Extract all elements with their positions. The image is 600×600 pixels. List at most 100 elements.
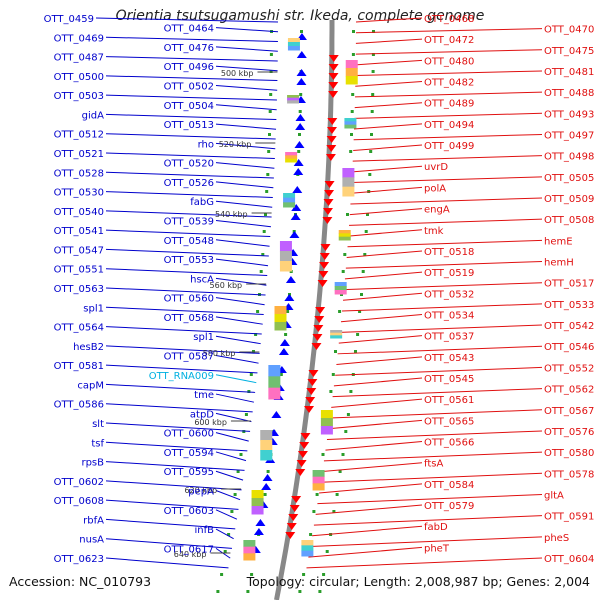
gene-label: OTT_0591 bbox=[544, 512, 594, 523]
track-dot bbox=[261, 253, 265, 256]
track-dot bbox=[329, 390, 333, 393]
leader-line bbox=[339, 324, 543, 333]
leader-line bbox=[333, 377, 423, 387]
leader-line bbox=[338, 335, 423, 344]
gene-label: OTT_0604 bbox=[544, 554, 594, 565]
gene-label: OTT_0520 bbox=[164, 159, 214, 170]
reverse-strand-gene bbox=[271, 411, 282, 418]
leader-line bbox=[310, 536, 543, 547]
feature-segment bbox=[334, 282, 347, 287]
track-dot bbox=[370, 110, 374, 113]
feature-segment bbox=[312, 483, 325, 491]
track-dot bbox=[341, 270, 345, 273]
right-feature-block bbox=[330, 330, 343, 339]
track-dot bbox=[346, 213, 349, 216]
track-dot bbox=[363, 253, 367, 256]
forward-strand-gene bbox=[295, 469, 306, 476]
reverse-strand-gene bbox=[294, 141, 305, 148]
track-dot bbox=[239, 453, 243, 456]
leader-line bbox=[352, 155, 543, 162]
track-dot bbox=[279, 373, 283, 376]
forward-strand-gene bbox=[313, 325, 324, 332]
gene-label: OTT_0608 bbox=[54, 496, 104, 507]
leader-line bbox=[349, 208, 423, 216]
track-dot bbox=[364, 230, 368, 233]
forward-strand-gene bbox=[326, 136, 337, 143]
gene-label: OTT_0518 bbox=[424, 247, 474, 258]
gene-label: hemE bbox=[544, 236, 573, 247]
reverse-strand-gene bbox=[296, 69, 307, 76]
leader-line bbox=[354, 112, 543, 119]
feature-segment bbox=[301, 545, 314, 552]
gene-label: tsf bbox=[91, 438, 104, 449]
gene-label: OTT_0600 bbox=[164, 429, 214, 440]
forward-strand-gene bbox=[315, 307, 326, 314]
track-dot bbox=[266, 470, 270, 473]
forward-strand-gene bbox=[296, 460, 307, 467]
feature-segment bbox=[342, 186, 355, 197]
gene-label: fabD bbox=[424, 522, 448, 533]
leader-line bbox=[319, 483, 423, 494]
leader-line bbox=[337, 345, 543, 355]
gene-label: OTT_0594 bbox=[164, 448, 214, 459]
feature-segment bbox=[320, 410, 333, 419]
leader-line bbox=[331, 398, 423, 408]
forward-strand-gene bbox=[320, 244, 331, 251]
leader-line bbox=[105, 422, 251, 432]
leader-line bbox=[95, 17, 279, 23]
track-dot bbox=[298, 110, 302, 113]
track-dot bbox=[368, 173, 372, 176]
leader-line bbox=[105, 518, 236, 530]
leader-line bbox=[105, 499, 239, 510]
leader-line bbox=[329, 409, 543, 419]
forward-strand-gene bbox=[324, 190, 335, 197]
feature-segment bbox=[287, 100, 300, 104]
tick-label: 640 kbp bbox=[174, 550, 207, 559]
tick-label: 500 kbp bbox=[221, 69, 254, 78]
forward-strand-gene bbox=[299, 442, 310, 449]
track-dot bbox=[338, 310, 342, 313]
track-dot bbox=[298, 590, 302, 593]
left-feature-block bbox=[260, 430, 273, 461]
leader-line bbox=[336, 356, 423, 366]
track-dot bbox=[312, 510, 316, 513]
reverse-strand-gene bbox=[291, 204, 302, 211]
track-dot bbox=[264, 213, 267, 216]
gene-label: OTT_0528 bbox=[54, 168, 104, 179]
forward-strand-gene bbox=[328, 82, 339, 89]
gene-label: spl1 bbox=[193, 332, 214, 343]
forward-strand-gene bbox=[288, 514, 299, 521]
track-dot bbox=[220, 573, 224, 576]
gene-label: OTT_0530 bbox=[54, 188, 104, 199]
leader-line bbox=[105, 133, 276, 140]
track-dot bbox=[325, 550, 329, 553]
forward-strand-gene bbox=[323, 199, 334, 206]
gene-label: OTT_0540 bbox=[54, 207, 104, 218]
leader-line bbox=[320, 472, 543, 483]
feature-segment bbox=[279, 251, 292, 262]
track-dot bbox=[331, 373, 335, 376]
forward-strand-gene bbox=[312, 334, 323, 341]
feature-segment bbox=[320, 418, 333, 427]
track-dot bbox=[286, 310, 290, 313]
feature-segment bbox=[279, 241, 292, 252]
gene-label: OTT_0500 bbox=[54, 72, 104, 83]
track-dot bbox=[371, 93, 375, 96]
gene-label: OTT_0584 bbox=[424, 480, 474, 491]
track-dot bbox=[266, 173, 270, 176]
leader-line bbox=[215, 297, 265, 306]
gene-label: OTT_0542 bbox=[544, 321, 594, 332]
forward-strand-gene bbox=[311, 343, 322, 350]
track-dot bbox=[350, 110, 354, 113]
right-feature-block bbox=[345, 60, 358, 85]
gene-label: OTT_0579 bbox=[424, 501, 474, 512]
track-dot bbox=[346, 413, 350, 416]
leader-line bbox=[105, 461, 245, 471]
reverse-strand-gene bbox=[279, 339, 290, 346]
track-dot bbox=[344, 430, 348, 433]
track-dot bbox=[366, 213, 369, 216]
track-dot bbox=[302, 573, 306, 576]
gene-label: OTT_0469 bbox=[54, 33, 104, 44]
